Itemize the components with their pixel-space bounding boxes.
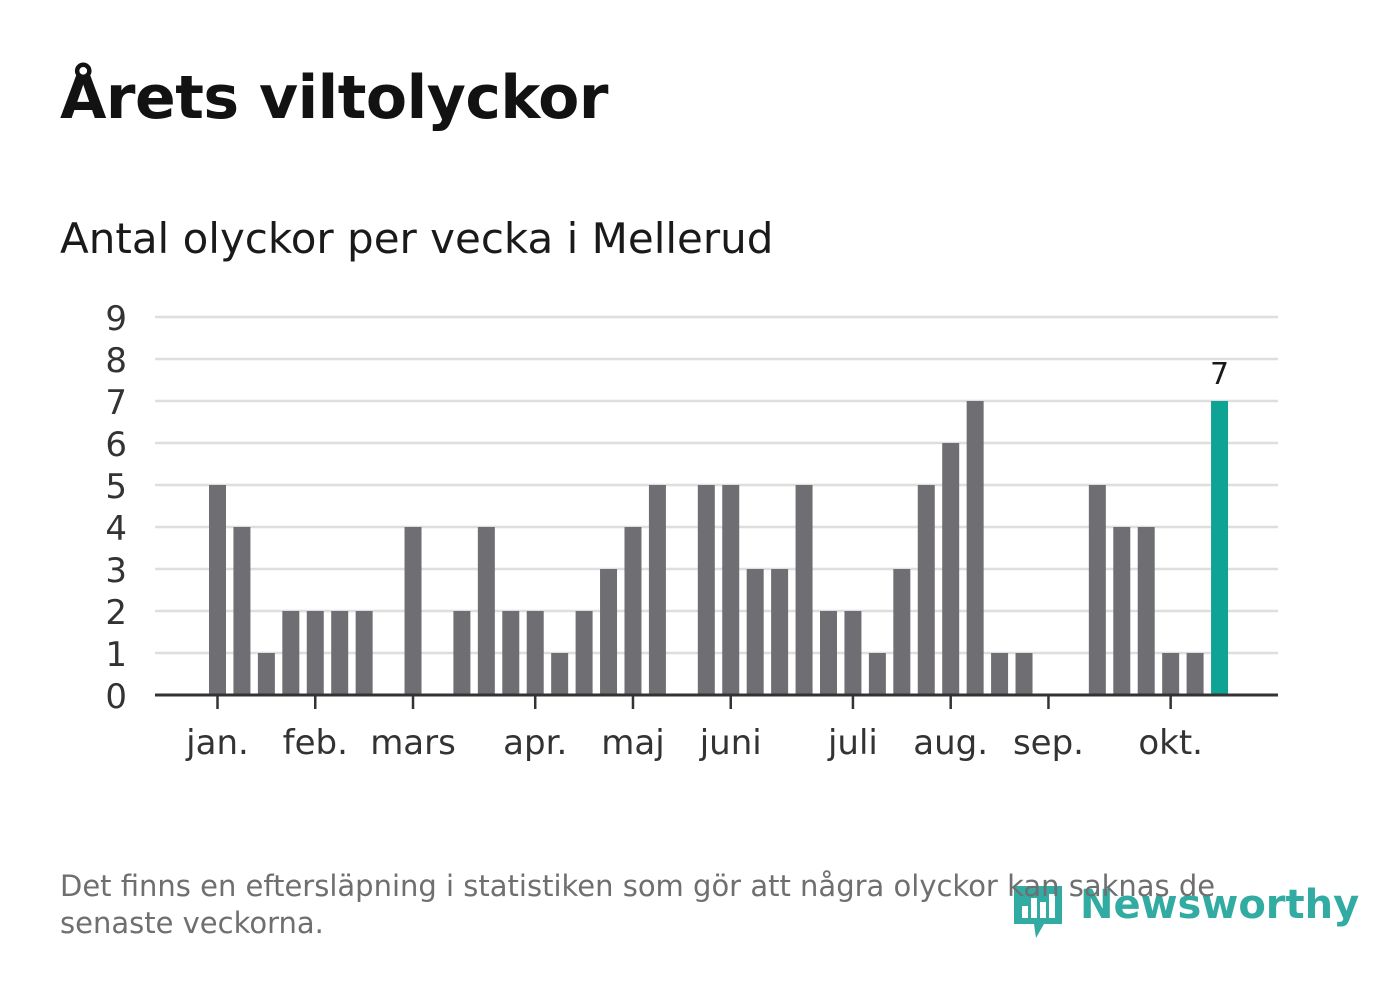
bar — [917, 485, 935, 695]
bar — [795, 485, 813, 695]
x-tick-label: juni — [699, 723, 762, 763]
bar — [697, 485, 715, 695]
y-tick-label-7: 7 — [105, 383, 127, 423]
bar — [991, 653, 1009, 695]
bar — [453, 611, 471, 695]
bar — [600, 569, 618, 695]
x-tick-label: juli — [827, 723, 878, 763]
bar — [942, 443, 960, 695]
bar — [624, 527, 642, 695]
bar — [648, 485, 666, 695]
bar — [526, 611, 544, 695]
x-tick-label: sep. — [1013, 723, 1084, 763]
bar — [209, 485, 226, 695]
bar — [257, 653, 275, 695]
bar — [722, 485, 740, 695]
y-tick-label-8: 8 — [105, 341, 127, 381]
bar — [404, 527, 422, 695]
chart-subtitle: Antal olyckor per vecka i Mellerud — [60, 214, 774, 263]
x-tick-label: apr. — [503, 723, 567, 763]
x-tick-label: jan. — [185, 723, 249, 763]
y-tick-label-4: 4 — [105, 509, 127, 549]
bar-highlight — [1211, 401, 1229, 695]
bar — [1137, 527, 1155, 695]
newsworthy-chart-icon — [1014, 886, 1062, 938]
chart-title: Årets viltolyckor — [60, 63, 609, 133]
grid-lines — [155, 315, 1278, 655]
bar — [1113, 527, 1131, 695]
y-tick-label-9: 9 — [105, 299, 127, 339]
bar — [575, 611, 593, 695]
bar — [282, 611, 300, 695]
x-axis-tick-labels: jan. feb. mars apr. maj juni juli aug. sep. okt. — [185, 723, 1203, 763]
bar — [233, 527, 251, 695]
bar — [306, 611, 324, 695]
x-tick-label: okt. — [1138, 723, 1203, 763]
y-tick-label-2: 2 — [105, 593, 127, 633]
data-label-highlight: 7 — [1210, 357, 1229, 392]
bar — [771, 569, 789, 695]
newsworthy-logo-text: Newsworthy — [1080, 882, 1360, 928]
newsworthy-logo: Newsworthy — [1010, 880, 1359, 942]
bar — [551, 653, 569, 695]
bar — [1186, 653, 1204, 695]
x-tick-label: maj — [601, 723, 664, 763]
bar — [477, 527, 495, 695]
bars — [209, 401, 1229, 695]
bar — [820, 611, 837, 695]
x-tick-label: feb. — [283, 723, 348, 763]
bar — [1162, 653, 1180, 695]
bar — [502, 611, 520, 695]
bar — [1088, 485, 1106, 695]
bar — [1015, 653, 1033, 695]
y-tick-label-3: 3 — [105, 551, 127, 591]
y-tick-label-0: 0 — [105, 677, 127, 717]
y-tick-label-5: 5 — [105, 467, 127, 507]
bar — [746, 569, 764, 695]
x-tick-label: mars — [370, 723, 456, 763]
data-labels: 7 — [1210, 357, 1229, 392]
y-tick-label-1: 1 — [105, 635, 127, 675]
footnote: Det finns en eftersläpning i statistiken… — [60, 869, 1216, 940]
x-axis — [155, 693, 1278, 709]
bar — [355, 611, 373, 695]
bar — [868, 653, 886, 695]
bar — [844, 611, 862, 695]
y-tick-label-6: 6 — [105, 425, 127, 465]
bar — [966, 401, 984, 695]
bar — [893, 569, 911, 695]
bar — [331, 611, 349, 695]
x-tick-label: aug. — [913, 723, 988, 763]
